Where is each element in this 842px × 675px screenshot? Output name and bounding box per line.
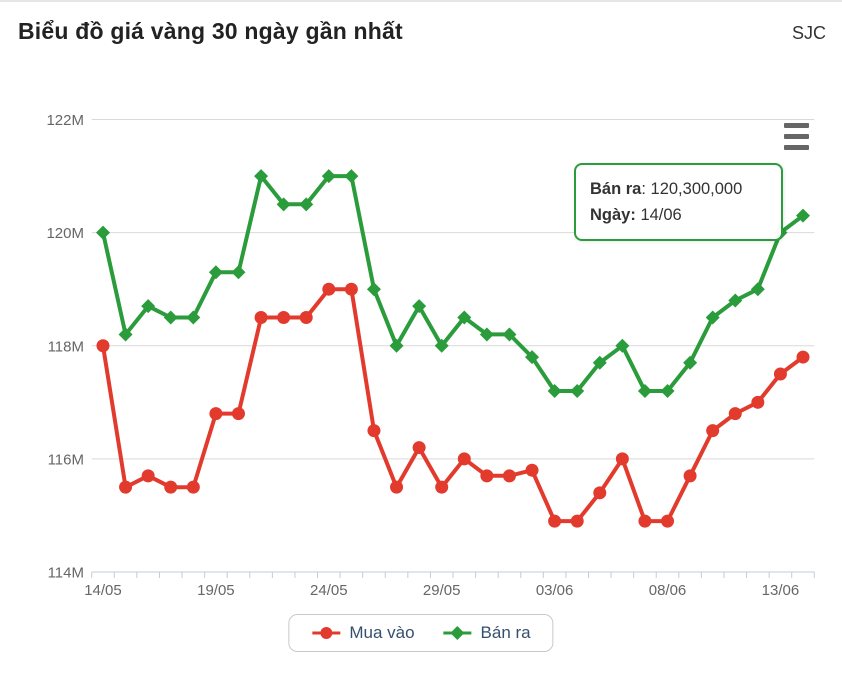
data-point-mua-vao[interactable] <box>254 310 268 324</box>
data-point-ban-ra[interactable] <box>299 197 314 212</box>
data-point-mua-vao[interactable] <box>796 350 810 364</box>
y-axis-label: 120M <box>46 225 84 242</box>
data-point-ban-ra[interactable] <box>660 384 675 398</box>
chart-canvas: 114M 116M 118M 120M 122M 14/05 19/05 24/05 29/05… <box>46 112 815 599</box>
tooltip-date-line: Ngày: 14/06 <box>590 206 682 224</box>
data-point-mua-vao[interactable] <box>231 407 245 421</box>
data-point-ban-ra[interactable] <box>434 338 449 353</box>
data-point-mua-vao[interactable] <box>706 424 720 438</box>
source-label: SJC <box>791 23 826 43</box>
data-point-mua-vao[interactable] <box>412 441 426 455</box>
legend-item-ban-ra[interactable]: Bán ra <box>443 623 531 643</box>
data-point-ban-ra[interactable] <box>254 169 269 184</box>
y-axis-label: 114M <box>48 565 84 582</box>
data-point-ban-ra[interactable] <box>637 384 652 398</box>
data-point-ban-ra[interactable] <box>525 350 540 365</box>
data-point-mua-vao[interactable] <box>322 282 336 296</box>
data-point-ban-ra[interactable] <box>502 327 517 342</box>
diamond-marker-icon <box>443 626 472 640</box>
data-point-ban-ra[interactable] <box>683 355 698 370</box>
legend-label-ban-ra: Bán ra <box>480 623 531 642</box>
tooltip-series-line: Bán ra: 120,300,000 <box>590 180 743 198</box>
data-point-mua-vao[interactable] <box>209 407 223 421</box>
x-axis-label: 19/05 <box>197 582 235 599</box>
data-point-ban-ra[interactable] <box>366 282 381 297</box>
data-point-ban-ra[interactable] <box>163 310 178 325</box>
data-point-ban-ra[interactable] <box>547 384 562 398</box>
data-point-mua-vao[interactable] <box>525 463 539 477</box>
data-point-mua-vao[interactable] <box>435 480 449 494</box>
data-point-mua-vao[interactable] <box>751 395 765 409</box>
data-point-ban-ra[interactable] <box>231 265 246 280</box>
data-point-ban-ra[interactable] <box>615 338 630 353</box>
data-point-mua-vao[interactable] <box>119 480 133 494</box>
chart-legend: Mua vào Bán ra <box>288 614 554 652</box>
data-point-mua-vao[interactable] <box>728 407 742 421</box>
widget-header: Biểu đồ giá vàng 30 ngày gần nhất SJC <box>18 18 826 45</box>
series-line-mua-vao <box>101 287 805 524</box>
legend-label-mua-vao: Mua vào <box>349 623 415 642</box>
data-point-mua-vao[interactable] <box>773 367 787 381</box>
data-point-mua-vao[interactable] <box>457 452 471 466</box>
x-axis-label: 08/06 <box>649 582 687 599</box>
data-point-mua-vao[interactable] <box>164 480 178 494</box>
data-point-ban-ra[interactable] <box>321 169 336 184</box>
x-axis-label: 14/05 <box>84 582 122 599</box>
data-point-mua-vao[interactable] <box>96 339 110 353</box>
data-point-ban-ra[interactable] <box>592 355 607 370</box>
data-point-mua-vao[interactable] <box>548 514 562 528</box>
data-point-mua-vao[interactable] <box>141 469 155 483</box>
x-axis-label: 13/06 <box>762 582 800 599</box>
data-point-mua-vao[interactable] <box>570 514 584 528</box>
x-axis-label: 03/06 <box>536 582 574 599</box>
chart-context-menu-button[interactable] <box>784 123 811 150</box>
data-point-ban-ra[interactable] <box>186 310 201 325</box>
data-point-mua-vao[interactable] <box>390 480 404 494</box>
data-point-ban-ra[interactable] <box>412 299 427 314</box>
data-point-mua-vao[interactable] <box>367 424 381 438</box>
y-axis-label: 116M <box>48 451 84 468</box>
x-axis-label: 29/05 <box>423 582 461 599</box>
data-point-ban-ra[interactable] <box>796 208 811 223</box>
page-title: Biểu đồ giá vàng 30 ngày gần nhất <box>18 18 403 44</box>
data-point-mua-vao[interactable] <box>638 514 652 528</box>
data-point-ban-ra[interactable] <box>95 225 110 240</box>
hamburger-icon <box>784 123 811 150</box>
data-point-mua-vao[interactable] <box>683 469 697 483</box>
data-point-ban-ra[interactable] <box>457 310 472 325</box>
y-axis-label: 122M <box>46 112 84 129</box>
data-point-ban-ra[interactable] <box>750 282 765 297</box>
data-point-mua-vao[interactable] <box>615 452 629 466</box>
data-point-mua-vao[interactable] <box>661 514 675 528</box>
data-point-ban-ra[interactable] <box>570 384 585 398</box>
data-point-mua-vao[interactable] <box>277 310 291 324</box>
chart-tooltip: Bán ra: 120,300,000 Ngày: 14/06 <box>574 163 783 241</box>
data-point-ban-ra[interactable] <box>389 338 404 353</box>
data-point-ban-ra[interactable] <box>141 299 156 314</box>
data-point-mua-vao[interactable] <box>480 469 494 483</box>
data-point-mua-vao[interactable] <box>502 469 516 483</box>
data-point-ban-ra[interactable] <box>344 169 359 184</box>
y-axis-label: 118M <box>48 338 84 355</box>
circle-marker-icon <box>312 627 341 639</box>
data-point-ban-ra[interactable] <box>705 310 720 325</box>
data-point-ban-ra[interactable] <box>208 265 223 280</box>
data-point-ban-ra[interactable] <box>479 327 494 342</box>
data-point-mua-vao[interactable] <box>186 480 200 494</box>
data-point-ban-ra[interactable] <box>728 293 743 308</box>
data-point-ban-ra[interactable] <box>276 197 291 212</box>
data-point-mua-vao[interactable] <box>344 282 358 296</box>
data-point-ban-ra[interactable] <box>118 327 133 342</box>
data-point-mua-vao[interactable] <box>593 486 607 500</box>
x-axis-label: 24/05 <box>310 582 348 599</box>
data-point-mua-vao[interactable] <box>299 310 313 324</box>
legend-item-mua-vao[interactable]: Mua vào <box>311 623 415 643</box>
